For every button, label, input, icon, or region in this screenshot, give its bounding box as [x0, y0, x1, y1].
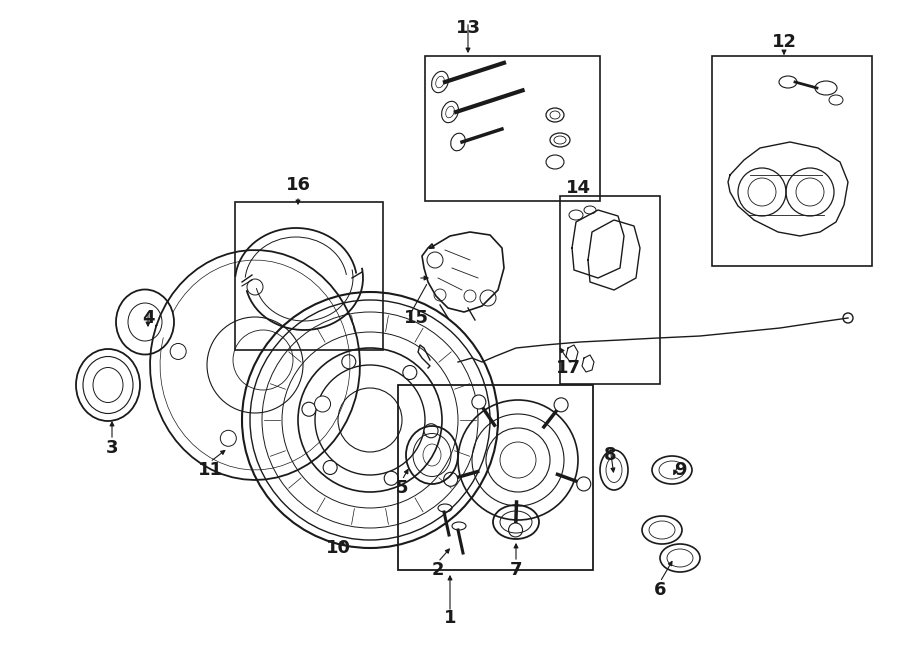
Circle shape [480, 290, 496, 306]
Text: 6: 6 [653, 581, 666, 599]
Circle shape [403, 366, 417, 379]
Text: 17: 17 [555, 359, 580, 377]
Bar [398, 385, 593, 570]
Circle shape [424, 424, 438, 438]
Text: 2: 2 [432, 561, 445, 579]
Circle shape [577, 477, 590, 491]
Text: 10: 10 [326, 539, 350, 557]
Text: 15: 15 [403, 309, 428, 327]
Text: 7: 7 [509, 561, 522, 579]
Circle shape [384, 471, 398, 485]
Circle shape [323, 461, 338, 475]
Circle shape [247, 279, 263, 295]
Text: 1: 1 [444, 609, 456, 627]
Circle shape [302, 403, 316, 416]
Text: 9: 9 [674, 461, 686, 479]
Circle shape [472, 395, 486, 409]
Text: 12: 12 [771, 33, 796, 51]
Circle shape [220, 430, 237, 446]
Text: 5: 5 [396, 479, 409, 497]
Bar [235, 202, 383, 350]
Text: 16: 16 [285, 176, 310, 194]
Text: 3: 3 [106, 439, 118, 457]
Bar [425, 56, 600, 201]
Text: 14: 14 [565, 179, 590, 197]
Text: 13: 13 [455, 19, 481, 37]
Bar [560, 196, 660, 384]
Circle shape [444, 473, 458, 486]
Circle shape [843, 313, 853, 323]
Circle shape [427, 252, 443, 268]
Bar [712, 56, 872, 266]
Text: 11: 11 [197, 461, 222, 479]
Circle shape [170, 344, 186, 360]
Text: 8: 8 [604, 446, 617, 464]
Text: 4: 4 [142, 309, 154, 327]
Circle shape [554, 398, 568, 412]
Circle shape [314, 396, 330, 412]
Circle shape [342, 355, 356, 369]
Circle shape [508, 523, 523, 537]
